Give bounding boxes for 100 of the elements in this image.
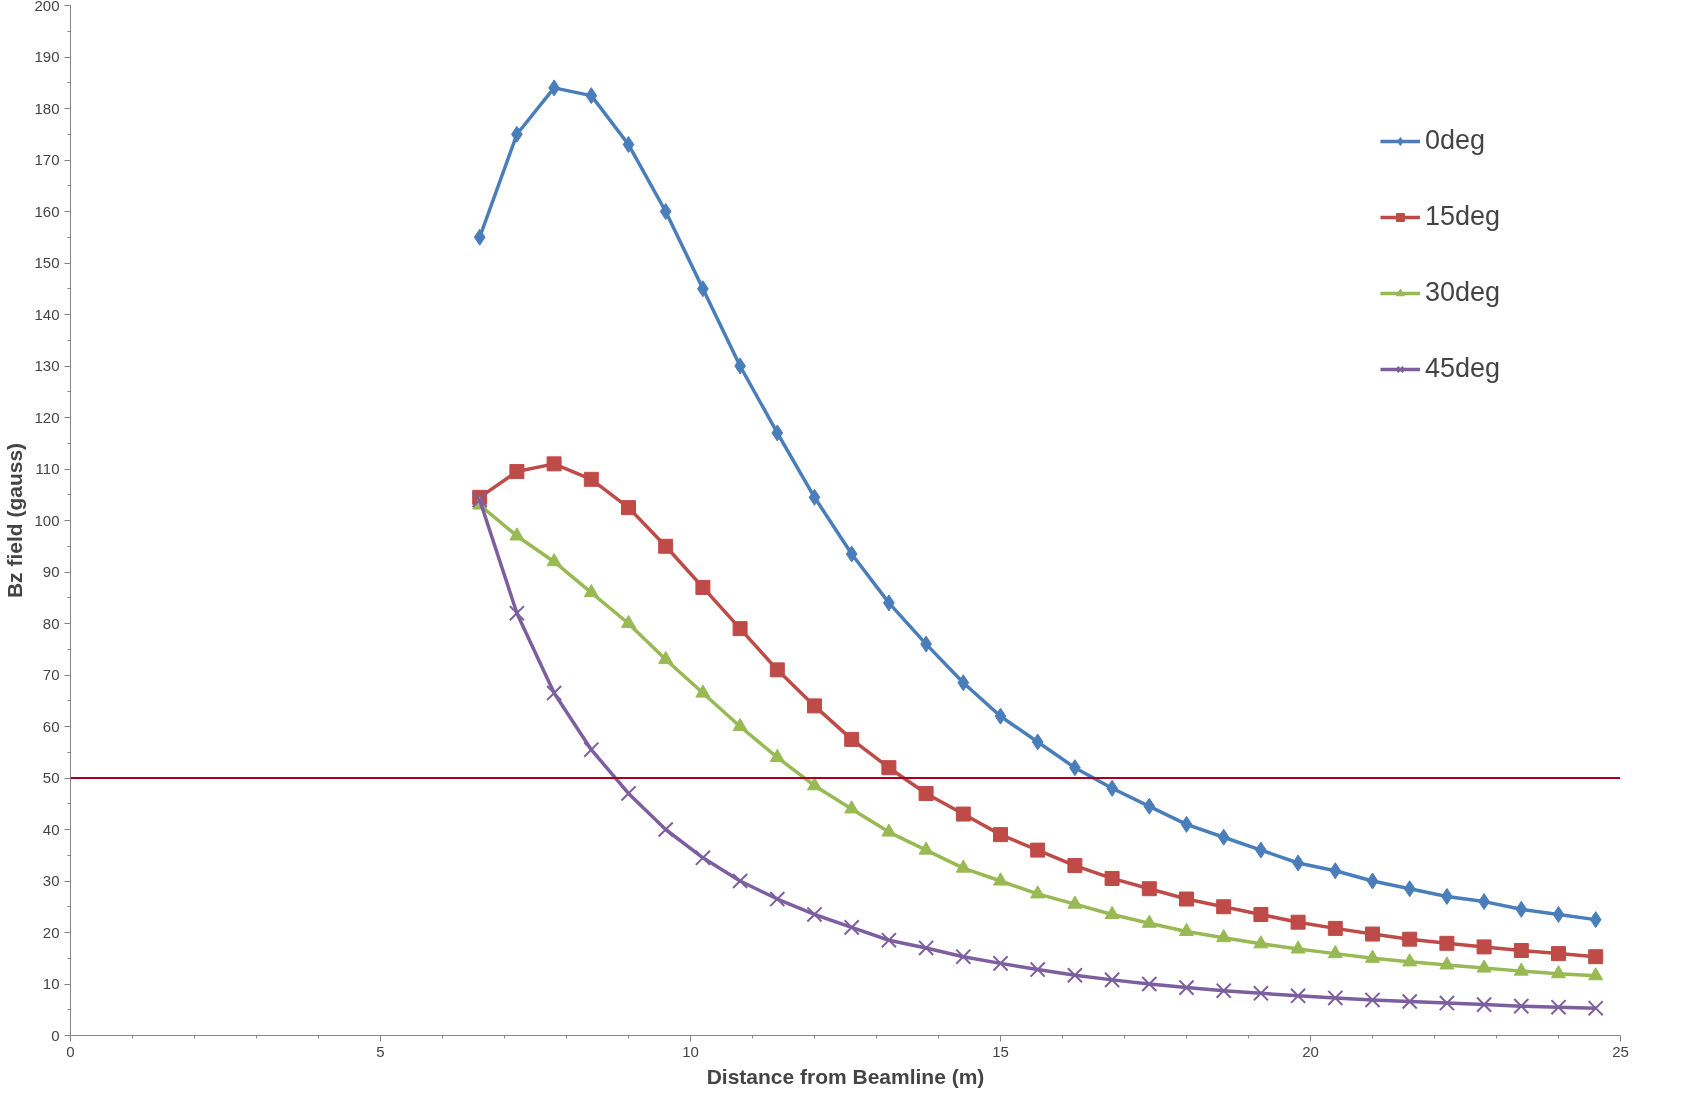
point — [1365, 926, 1380, 942]
point — [1141, 975, 1158, 993]
point — [620, 785, 637, 802]
point — [658, 538, 674, 554]
point — [1104, 870, 1120, 886]
point — [1513, 962, 1529, 976]
point — [1365, 949, 1380, 963]
point — [1067, 858, 1083, 874]
point — [1179, 922, 1194, 937]
point — [1439, 935, 1455, 951]
legend-label: 30deg — [1424, 277, 1500, 308]
point — [918, 841, 934, 855]
point — [585, 87, 598, 105]
point — [1588, 949, 1604, 965]
point — [957, 674, 970, 692]
point — [1552, 905, 1565, 923]
point — [881, 823, 897, 837]
point — [1588, 967, 1604, 981]
y-tick-label: 10 — [42, 975, 60, 992]
point — [769, 662, 785, 678]
point — [1143, 797, 1156, 815]
point — [1290, 987, 1307, 1004]
point — [1550, 999, 1567, 1016]
point — [1252, 985, 1269, 1002]
point — [1513, 998, 1530, 1015]
y-tick-label: 140 — [34, 305, 60, 323]
point — [993, 827, 1008, 843]
y-tick-label: 150 — [34, 254, 60, 271]
point — [622, 136, 635, 154]
point — [1476, 959, 1492, 973]
legend-label: 45deg — [1424, 353, 1500, 384]
point — [473, 228, 486, 246]
point — [994, 707, 1007, 725]
point — [1253, 935, 1269, 949]
y-tick-label: 20 — [42, 923, 60, 941]
y-tick-label: 110 — [35, 460, 60, 477]
point — [583, 741, 600, 758]
point — [659, 203, 672, 220]
point — [1180, 815, 1193, 833]
y-tick-label: 190 — [34, 48, 60, 65]
point — [509, 527, 525, 541]
x-axis-title: Distance from Beamline (m) — [706, 1064, 985, 1088]
point — [1515, 900, 1528, 918]
y-tick-label: 60 — [42, 717, 60, 735]
point — [845, 545, 858, 563]
point — [1179, 891, 1194, 907]
point — [1141, 914, 1157, 928]
y-tick-label: 200 — [34, 0, 60, 14]
point — [918, 785, 934, 801]
point — [658, 650, 674, 665]
y-tick-label: 40 — [42, 820, 60, 838]
point — [1327, 989, 1344, 1006]
point — [807, 698, 822, 714]
point — [1215, 982, 1232, 999]
point — [955, 859, 971, 873]
point — [1551, 965, 1566, 979]
point — [695, 579, 711, 595]
point — [880, 932, 897, 949]
point — [1551, 946, 1566, 962]
y-tick-label: 50 — [42, 769, 60, 786]
point — [992, 955, 1009, 972]
point — [546, 456, 562, 472]
point — [546, 553, 562, 567]
point — [1216, 929, 1232, 943]
point — [1513, 943, 1529, 959]
point — [732, 621, 748, 637]
point — [806, 906, 823, 923]
x-tick-label: 0 — [66, 1042, 75, 1060]
point — [508, 605, 525, 622]
point — [807, 777, 822, 791]
point — [1216, 899, 1232, 915]
point — [732, 717, 748, 732]
y-tick-label: 100 — [34, 511, 60, 529]
x-tick-label: 20 — [1302, 1042, 1319, 1060]
point — [1401, 993, 1418, 1010]
x-tick-label: 5 — [376, 1042, 385, 1060]
point — [1329, 862, 1342, 880]
point — [1031, 733, 1044, 751]
point — [1589, 911, 1602, 929]
point — [993, 872, 1008, 886]
y-tick-label: 0 — [51, 1026, 60, 1044]
point — [1290, 940, 1306, 954]
point — [1364, 991, 1381, 1009]
point — [1030, 885, 1046, 899]
point — [546, 684, 563, 702]
point — [1217, 828, 1230, 846]
point — [732, 872, 749, 890]
y-tick-label: 130 — [34, 357, 60, 374]
point — [1030, 842, 1046, 858]
point — [1366, 872, 1379, 890]
point — [844, 731, 860, 747]
point — [843, 919, 860, 936]
point — [1290, 914, 1306, 930]
point — [1476, 996, 1493, 1013]
y-axis-title: Bz field (gauss) — [3, 442, 27, 599]
point — [694, 849, 711, 866]
x-tick-label: 15 — [992, 1042, 1009, 1060]
point — [955, 948, 972, 965]
point — [1104, 971, 1121, 988]
legend-label: 15deg — [1424, 201, 1500, 232]
